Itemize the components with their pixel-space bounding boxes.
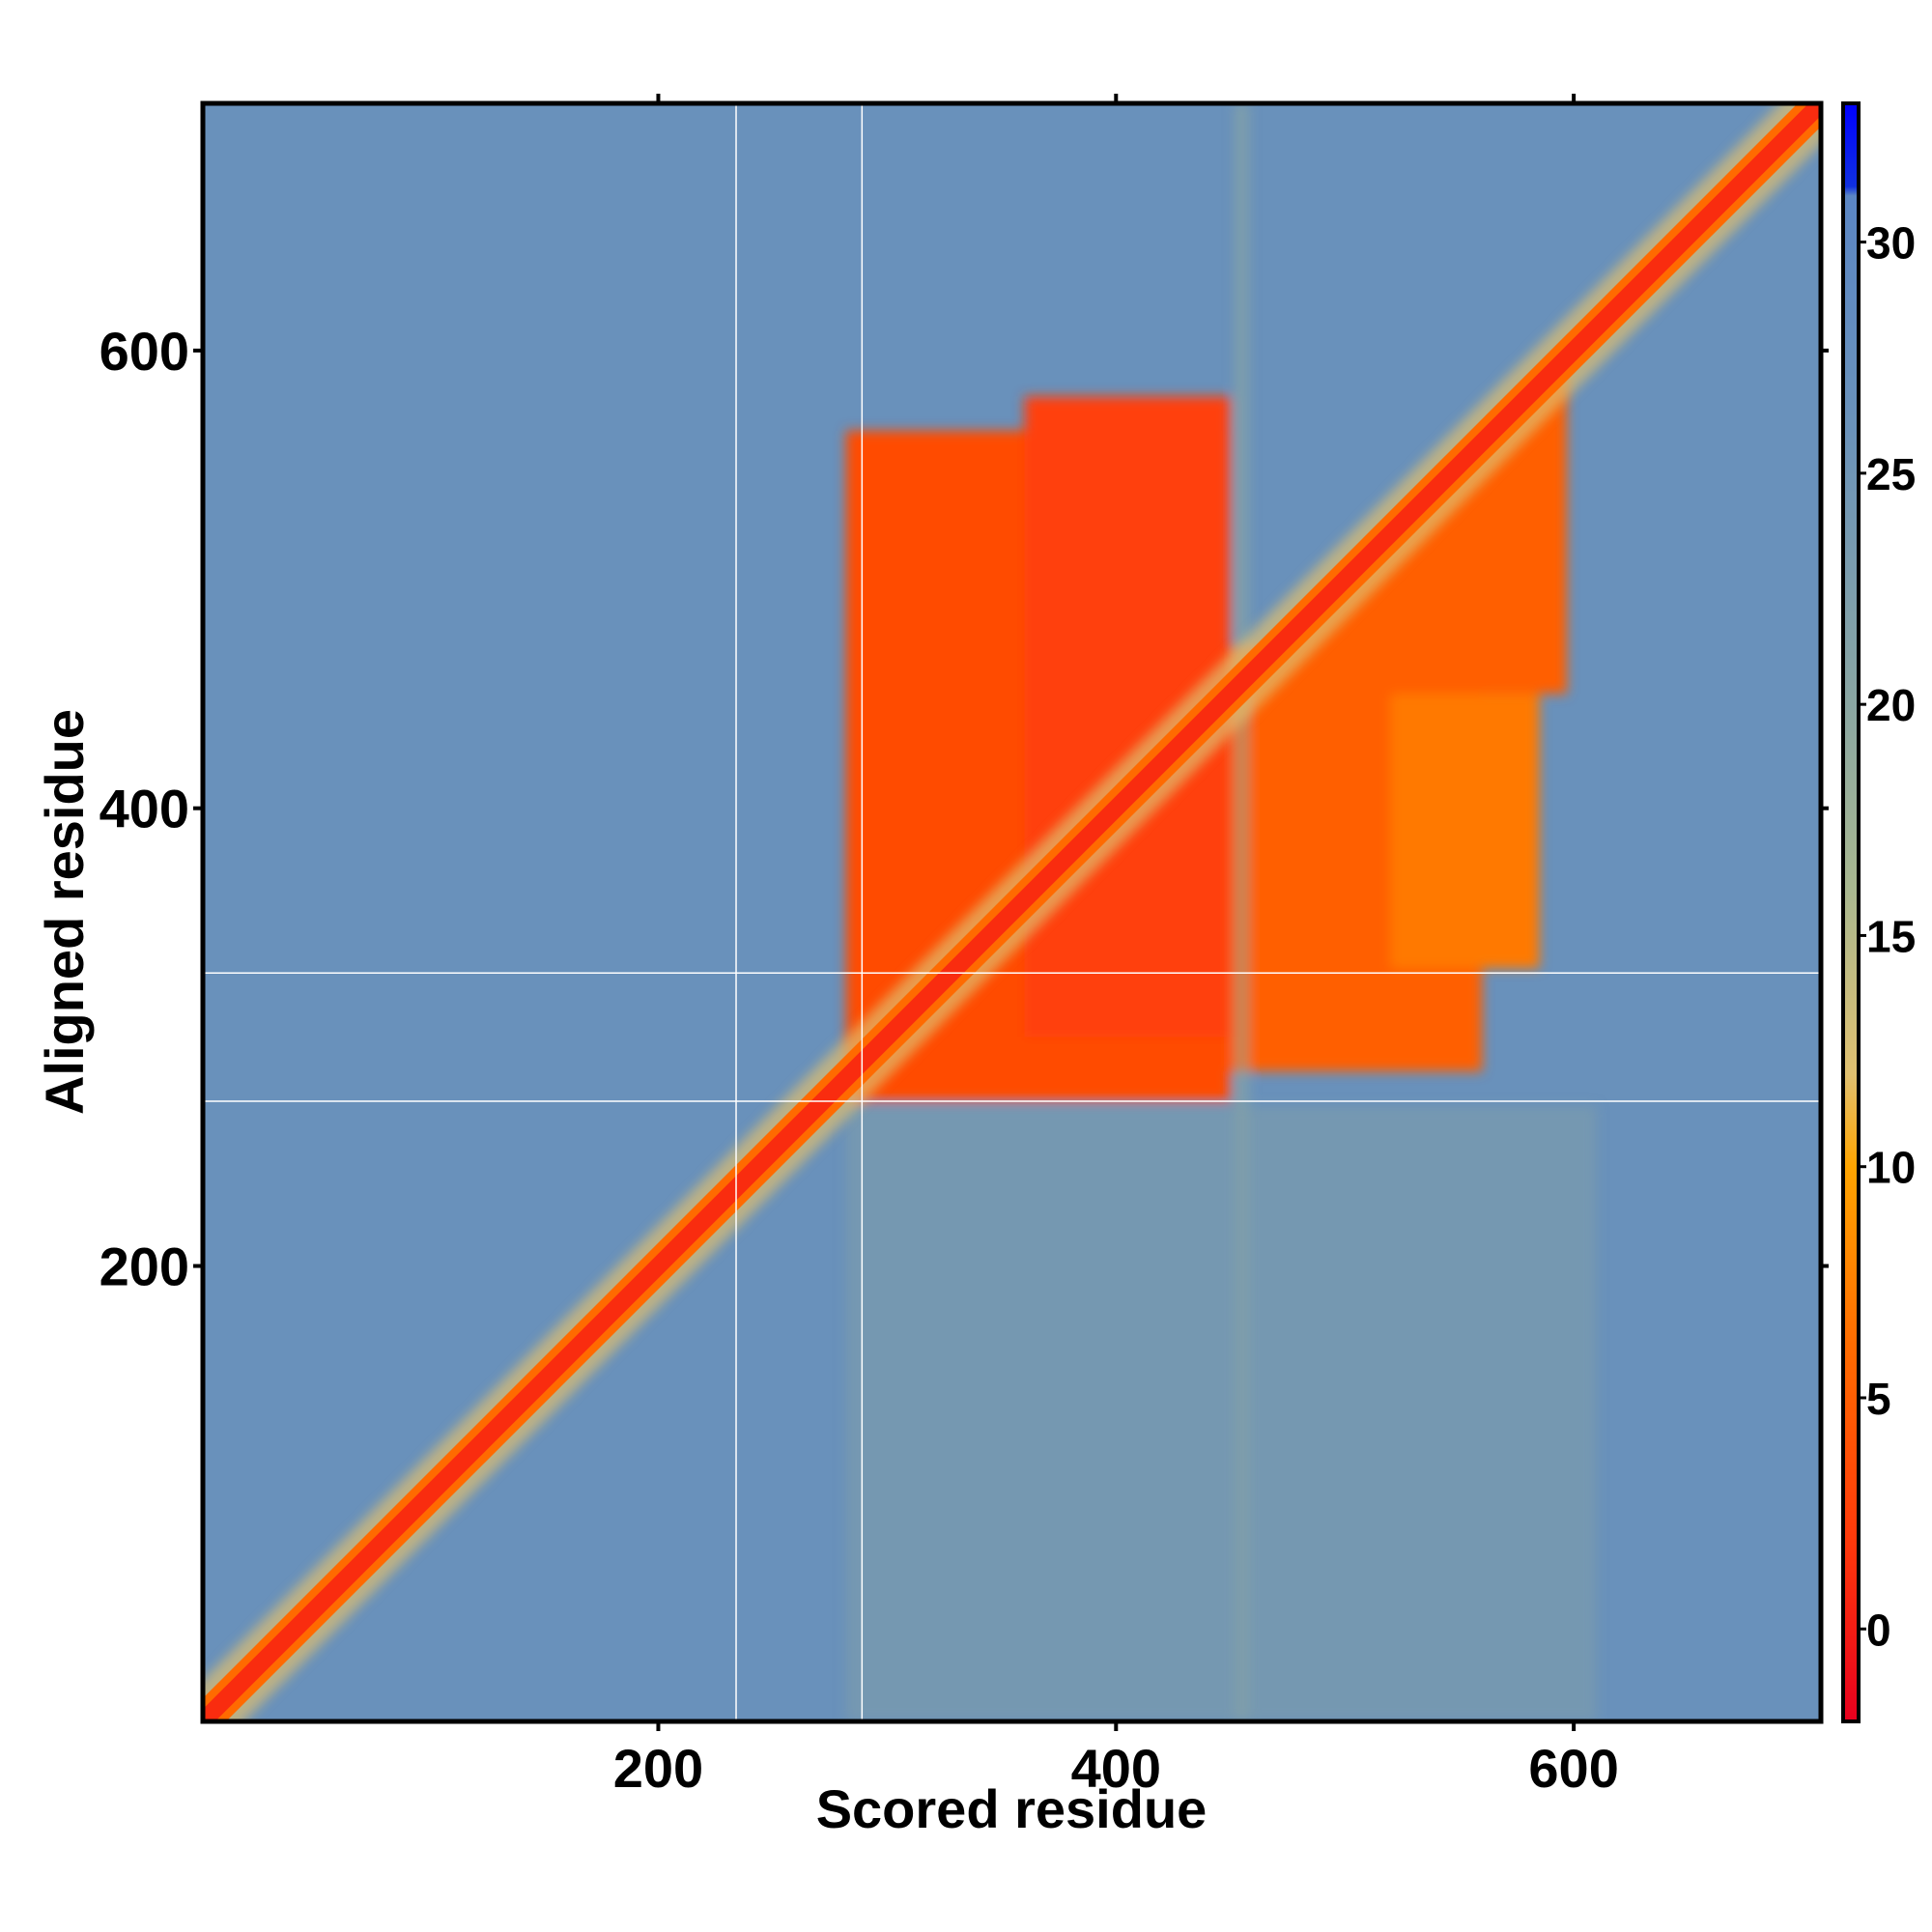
heatmap-region-6 <box>845 1105 1597 1721</box>
heatmap-region-4 <box>1390 694 1540 969</box>
gap-lines <box>203 103 1821 1721</box>
x-tick-label: 400 <box>1071 1738 1161 1799</box>
y-tick-label: 400 <box>99 779 189 839</box>
y-tick-label: 600 <box>99 321 189 382</box>
colorbar: 0 5 10 15 20 25 30 <box>1841 101 1916 1723</box>
y-tick-label: 200 <box>99 1236 189 1297</box>
x-tick-label: 600 <box>1528 1738 1618 1799</box>
plot-frame <box>200 100 1824 1724</box>
heatmap-diagonal <box>203 103 1821 1721</box>
x-axis-ticks: 200 400 600 <box>613 94 1619 1799</box>
colorbar-tick-label: 25 <box>1866 449 1916 499</box>
colorbar-tick-label: 5 <box>1866 1374 1891 1424</box>
colorbar-tick-label: 0 <box>1866 1605 1891 1655</box>
x-axis-title: Scored residue <box>816 1778 1208 1839</box>
diagonal-core <box>203 103 1821 1721</box>
y-axis-title: Aligned residue <box>34 709 95 1115</box>
colorbar-tick-label: 20 <box>1866 680 1916 730</box>
colorbar-gradient-bar <box>1841 101 1861 1723</box>
y-axis-ticks: 200 400 600 <box>99 321 1829 1297</box>
heatmap-plot-area <box>203 103 1821 1721</box>
colorbar-tick-label: 15 <box>1866 911 1916 961</box>
x-tick-label: 200 <box>613 1738 703 1799</box>
colorbar-ticks: 0 5 10 15 20 25 30 <box>1859 218 1916 1655</box>
colorbar-tick-label: 30 <box>1866 218 1916 269</box>
colorbar-tick-label: 10 <box>1866 1143 1916 1193</box>
